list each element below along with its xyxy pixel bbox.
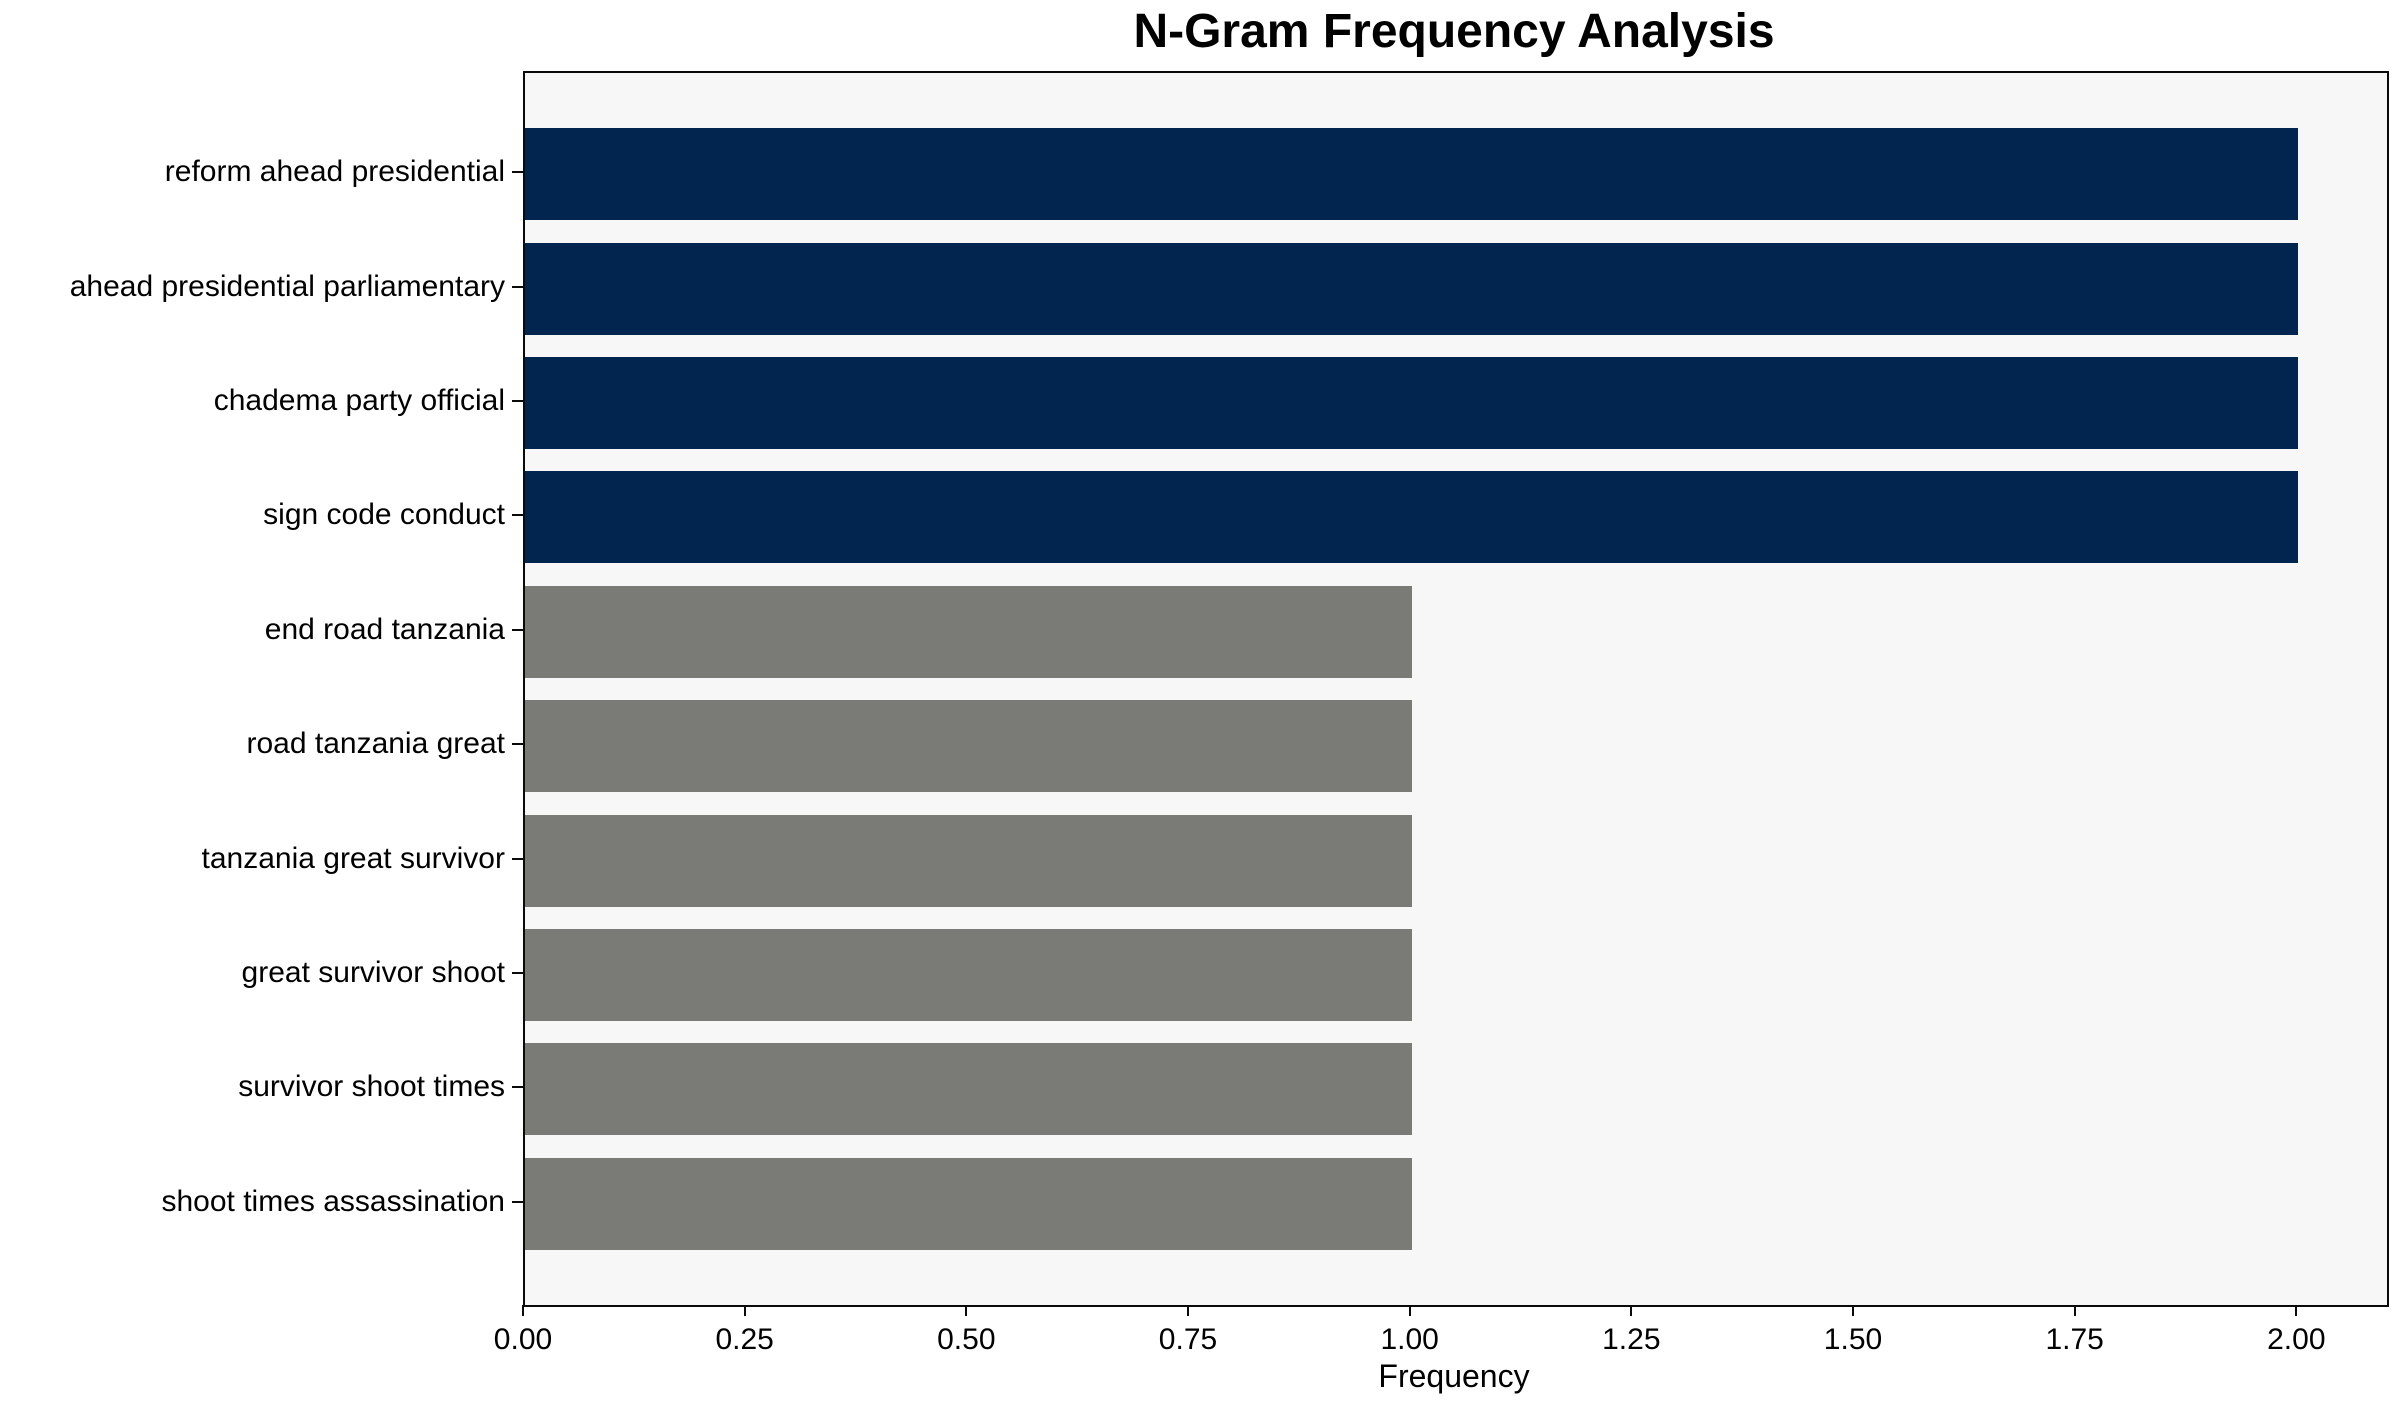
y-axis-label: shoot times assassination — [161, 1184, 505, 1218]
x-tick-mark — [1187, 1305, 1189, 1316]
y-axis-label: reform ahead presidential — [164, 155, 505, 189]
bar — [525, 700, 1412, 793]
y-tick-mark — [512, 400, 523, 402]
x-tick-mark — [965, 1305, 968, 1316]
y-tick-mark — [512, 743, 523, 746]
y-axis-label: survivor shoot times — [238, 1070, 505, 1104]
y-axis-label: tanzania great survivor — [201, 841, 506, 875]
y-axis-label: end road tanzania — [264, 612, 505, 646]
y-axis-label: road tanzania great — [246, 727, 505, 761]
x-tick-mark — [2073, 1305, 2076, 1316]
y-axis-label: sign code conduct — [263, 498, 505, 532]
x-tick-mark — [1408, 1305, 1411, 1316]
bar — [525, 357, 2299, 449]
bar — [525, 128, 2299, 221]
x-tick-label: 0.75 — [1158, 1323, 1218, 1356]
plot-area — [523, 71, 2389, 1307]
x-tick-mark — [743, 1305, 746, 1316]
x-tick-label: 1.25 — [1602, 1323, 1661, 1356]
x-tick-label: 0.50 — [937, 1323, 996, 1356]
y-tick-mark — [512, 628, 523, 631]
chart-title: N-Gram Frequency Analysis — [1133, 5, 1775, 58]
y-axis-label: great survivor shoot — [241, 956, 505, 989]
bar — [525, 1157, 1412, 1250]
bar — [525, 814, 1412, 907]
x-tick-label: 2.00 — [2267, 1323, 2326, 1356]
y-axis-label: chadema party official — [213, 384, 505, 417]
bar — [525, 242, 2299, 335]
x-tick-label: 0.25 — [715, 1323, 774, 1356]
bar — [525, 585, 1412, 678]
x-tick-label: 1.75 — [2045, 1323, 2104, 1356]
x-tick-mark — [522, 1305, 524, 1316]
y-tick-mark — [512, 972, 523, 974]
bar — [525, 471, 2299, 564]
x-tick-label: 1.00 — [1380, 1323, 1439, 1356]
x-tick-label: 1.50 — [1823, 1323, 1883, 1356]
y-tick-mark — [512, 514, 523, 517]
x-tick-mark — [1852, 1305, 1854, 1316]
y-tick-mark — [512, 1200, 523, 1203]
y-tick-mark — [512, 1086, 523, 1089]
x-tick-mark — [1630, 1305, 1633, 1316]
x-axis-title: Frequency — [1378, 1358, 1530, 1394]
bar — [525, 1043, 1412, 1136]
y-axis-label: ahead presidential parliamentary — [69, 269, 505, 303]
bar — [525, 929, 1412, 1021]
y-tick-mark — [512, 857, 523, 860]
x-tick-mark — [2295, 1305, 2298, 1316]
x-tick-label: 0.00 — [493, 1323, 553, 1356]
y-tick-mark — [512, 285, 523, 288]
y-tick-mark — [512, 171, 523, 174]
